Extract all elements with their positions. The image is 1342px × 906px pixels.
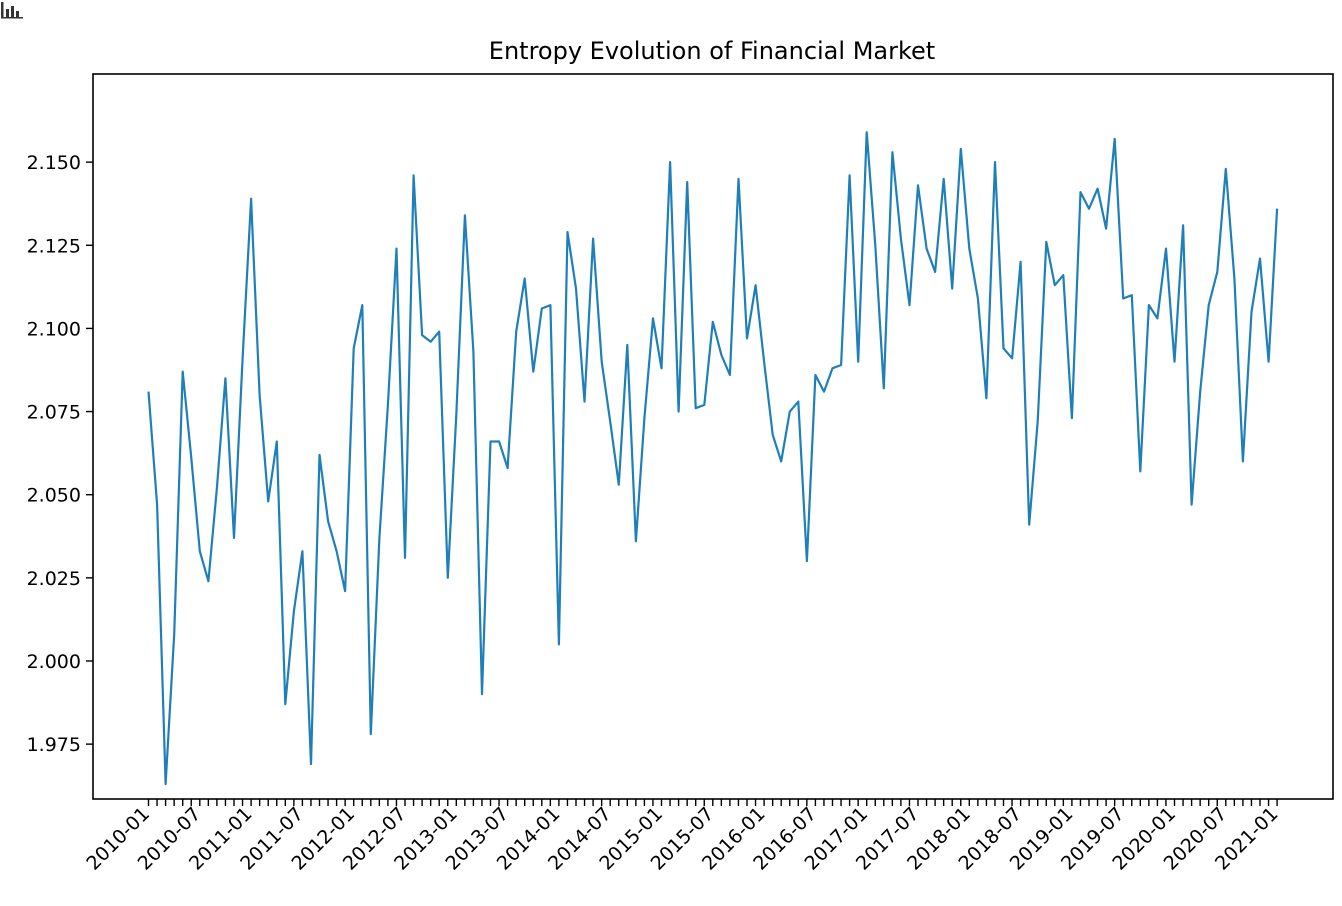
y-tick-label: 2.100 <box>27 318 81 340</box>
y-tick-label: 2.075 <box>27 402 81 424</box>
x-axis: 2010-012010-072011-012011-072012-012012-… <box>82 799 1283 875</box>
series-line <box>147 131 1279 786</box>
y-tick-label: 1.975 <box>27 734 81 756</box>
plot-frame <box>92 73 1334 800</box>
y-axis: 1.975 2.000 2.025 2.050 2.075 2.100 2.125 2.150 <box>27 152 93 756</box>
y-tick-label: 2.000 <box>27 651 81 673</box>
y-tick-label: 2.150 <box>27 152 81 174</box>
y-tick-label: 2.025 <box>27 568 81 590</box>
chart-title: Entropy Evolution of Financial Market <box>489 37 935 65</box>
y-tick-label: 2.125 <box>27 235 81 257</box>
y-tick-label: 2.050 <box>27 485 81 507</box>
chart-icon <box>1 2 23 19</box>
